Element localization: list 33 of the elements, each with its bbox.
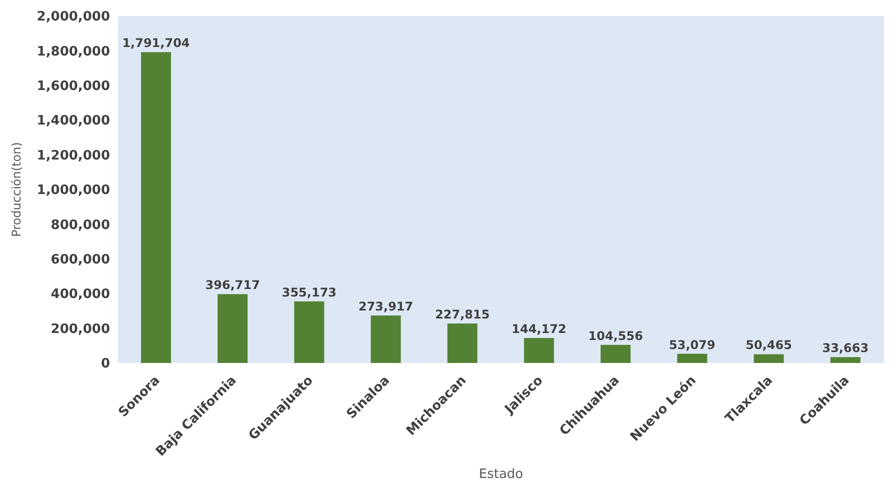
data-label: 396,717 [205, 278, 260, 292]
x-axis-title: Estado [478, 467, 524, 482]
y-tick-label: 1,600,000 [36, 79, 110, 94]
data-label: 144,172 [512, 322, 566, 336]
bar [677, 354, 708, 363]
bar [141, 52, 171, 363]
data-label: 50,465 [746, 338, 792, 352]
data-label: 53,079 [669, 338, 716, 352]
y-tick-label: 2,000,000 [36, 10, 110, 25]
y-tick-label: 200,000 [50, 322, 110, 337]
y-tick-label: 1,000,000 [36, 183, 110, 198]
bar [218, 294, 248, 363]
y-tick-label: 1,200,000 [36, 148, 110, 164]
data-label: 104,556 [588, 328, 643, 343]
y-tick-label: 800,000 [50, 218, 110, 233]
y-tick-label: 1,400,000 [36, 114, 110, 129]
bar [370, 315, 401, 363]
data-label: 1,791,704 [122, 36, 190, 50]
bar [600, 344, 631, 363]
y-tick-label: 600,000 [50, 252, 110, 268]
data-label: 33,663 [822, 341, 869, 356]
y-tick-label: 0 [100, 356, 110, 372]
bar [447, 323, 478, 363]
data-label: 227,815 [435, 307, 490, 322]
data-label: 355,173 [282, 285, 337, 300]
bar [830, 357, 860, 363]
y-tick-label: 1,800,000 [36, 44, 110, 60]
bar [294, 301, 324, 363]
y-tick-label: 400,000 [50, 287, 110, 302]
bar [524, 338, 554, 363]
bar [754, 354, 784, 363]
y-axis-title: Producción(ton) [9, 142, 24, 237]
data-label: 273,917 [358, 299, 414, 314]
